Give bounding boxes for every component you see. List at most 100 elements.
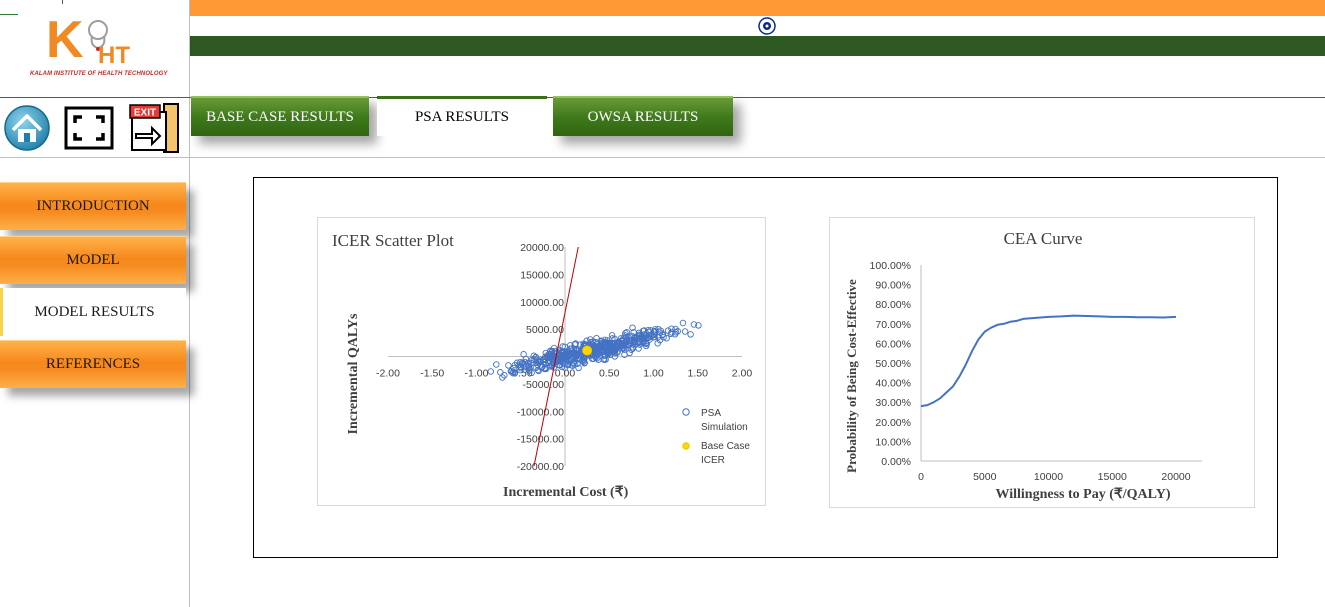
psa-simulation-point: [617, 342, 624, 350]
cea-x-axis-label: Willingness to Pay (₹/QALY): [995, 487, 1171, 502]
cea-x-tick-label: 15000: [1098, 471, 1127, 483]
cea-plot-area: 100.00% 90.00% 80.00% 70.00% 60.00% 50.00% 40.…: [870, 260, 1202, 483]
psa-simulation-point: [557, 357, 564, 365]
cea-y-tick-label: 0.00%: [881, 456, 911, 468]
psa-simulation-point: [548, 347, 556, 355]
left-panel: K HT KALAM INSTITUTE OF HEALTH TECHNOLOG…: [0, 0, 190, 607]
psa-simulation-point: [570, 350, 577, 358]
psa-simulation-point: [622, 339, 629, 347]
psa-simulation-point: [487, 368, 495, 375]
psa-simulation-point: [576, 352, 583, 360]
psa-simulation-point: [695, 322, 702, 329]
cea-x-tick-label: 5000: [973, 471, 997, 483]
psa-simulation-point: [575, 364, 582, 372]
psa-simulation-point: [596, 342, 603, 350]
legend-psa-marker: [682, 408, 690, 416]
kiht-logo: K HT KALAM INSTITUTE OF HEALTH TECHNOLOG…: [0, 0, 190, 97]
icer-x-tick-label: -2.00: [376, 368, 400, 380]
icer-x-tick-label: 1.00: [643, 368, 664, 380]
psa-simulation-point: [563, 354, 571, 361]
cea-y-tick-label: 10.00%: [875, 436, 911, 448]
psa-simulation-point: [636, 331, 643, 338]
icer-x-tick-label: 0.00: [555, 368, 576, 380]
psa-simulation-point: [690, 321, 698, 328]
cea-y-tick-label: 50.00%: [875, 358, 911, 370]
icer-x-axis-label: Incremental Cost (₹): [503, 485, 629, 500]
cea-curve-line: [920, 314, 1177, 408]
sidebar-item-references[interactable]: REFERENCES: [0, 340, 186, 388]
logo-corner-line: [0, 14, 18, 15]
toolbar-divider: [0, 157, 1325, 158]
icer-y-tick-label: 15000.00: [520, 269, 564, 281]
psa-simulation-point: [622, 329, 629, 337]
psa-simulation-point: [636, 341, 643, 348]
psa-simulation-point: [617, 335, 625, 342]
cea-x-tick-label: 20000: [1161, 471, 1190, 483]
cea-x-tick-label: 10000: [1034, 471, 1063, 483]
psa-simulation-point: [668, 329, 675, 336]
psa-simulation-point: [516, 363, 524, 370]
cea-y-tick-label: 80.00%: [875, 299, 911, 311]
logo-tagline: KALAM INSTITUTE OF HEALTH TECHNOLOGY: [30, 71, 168, 77]
sidebar-item-model[interactable]: MODEL: [0, 236, 186, 284]
psa-simulation-point: [611, 349, 619, 357]
sidebar-item-introduction[interactable]: INTRODUCTION: [0, 182, 186, 230]
flag-green-band: [190, 36, 1325, 56]
base-case-icer-point: [582, 345, 593, 356]
psa-simulation-point: [635, 345, 642, 352]
icer-scatter-chart: 20000.00 15000.00 10000.00 5000.00 0.00 -5000…: [317, 217, 766, 506]
sidebar-item-model-results[interactable]: MODEL RESULTS: [0, 288, 186, 336]
psa-simulation-point: [561, 343, 569, 351]
tab-psa-results[interactable]: PSA RESULTS: [377, 96, 547, 136]
icer-x-tick-label: 2.00: [732, 368, 753, 380]
tab-owsa-results[interactable]: OWSA RESULTS: [553, 96, 733, 136]
tab-base-case-results[interactable]: BASE CASE RESULTS: [191, 96, 369, 136]
icer-x-tick-label: 0.50: [599, 368, 620, 380]
cea-y-tick-label: 60.00%: [875, 338, 911, 350]
psa-simulation-point: [559, 357, 567, 364]
flag-saffron-band: [190, 0, 1325, 16]
psa-simulation-point: [577, 341, 584, 348]
psa-simulation-point: [547, 354, 555, 361]
psa-simulation-point: [687, 331, 694, 338]
psa-simulation-point: [601, 351, 609, 358]
psa-simulation-point: [509, 369, 517, 377]
cea-y-tick-label: 30.00%: [875, 397, 911, 409]
psa-simulation-point: [525, 362, 533, 370]
psa-simulation-point: [517, 366, 524, 374]
legend-base-case-label-line1: Base Case: [701, 441, 750, 452]
logo-corner-tick: [62, 0, 63, 4]
psa-simulation-point: [654, 333, 662, 341]
cea-y-tick-label: 100.00%: [870, 260, 911, 272]
fullscreen-icon: [64, 106, 114, 150]
psa-simulation-point: [603, 347, 610, 355]
psa-simulation-point: [679, 319, 687, 327]
stethoscope-icon: [88, 20, 108, 51]
psa-simulation-point: [530, 352, 538, 360]
fullscreen-button[interactable]: [62, 102, 116, 154]
psa-simulation-point: [561, 360, 568, 368]
psa-simulation-point: [564, 347, 572, 355]
psa-simulation-point: [537, 356, 544, 363]
cea-y-tick-label: 20.00%: [875, 417, 911, 429]
cea-y-tick-label: 40.00%: [875, 378, 911, 390]
home-icon: [4, 105, 50, 151]
icer-y-tick-label: 5000.00: [526, 324, 564, 336]
icer-x-tick-label: 1.50: [688, 368, 709, 380]
psa-simulation-point: [664, 327, 672, 334]
psa-simulation-point: [623, 329, 631, 336]
flag-white-band: [190, 16, 1325, 36]
psa-simulation-point: [651, 331, 658, 339]
icer-x-tick-label: -1.50: [420, 368, 444, 380]
wtp-threshold-line: [533, 246, 579, 467]
psa-simulation-point: [629, 324, 636, 331]
psa-simulation-point: [535, 367, 542, 375]
exit-button[interactable]: EXIT: [126, 102, 182, 154]
psa-simulation-point: [668, 325, 675, 332]
home-button[interactable]: [2, 102, 52, 154]
psa-simulation-point: [542, 365, 550, 373]
cea-y-axis-label: Probability of Being Cost-Effective: [844, 279, 859, 473]
psa-simulation-point: [501, 372, 508, 379]
psa-simulation-point: [556, 361, 564, 369]
psa-simulation-point: [636, 339, 643, 346]
